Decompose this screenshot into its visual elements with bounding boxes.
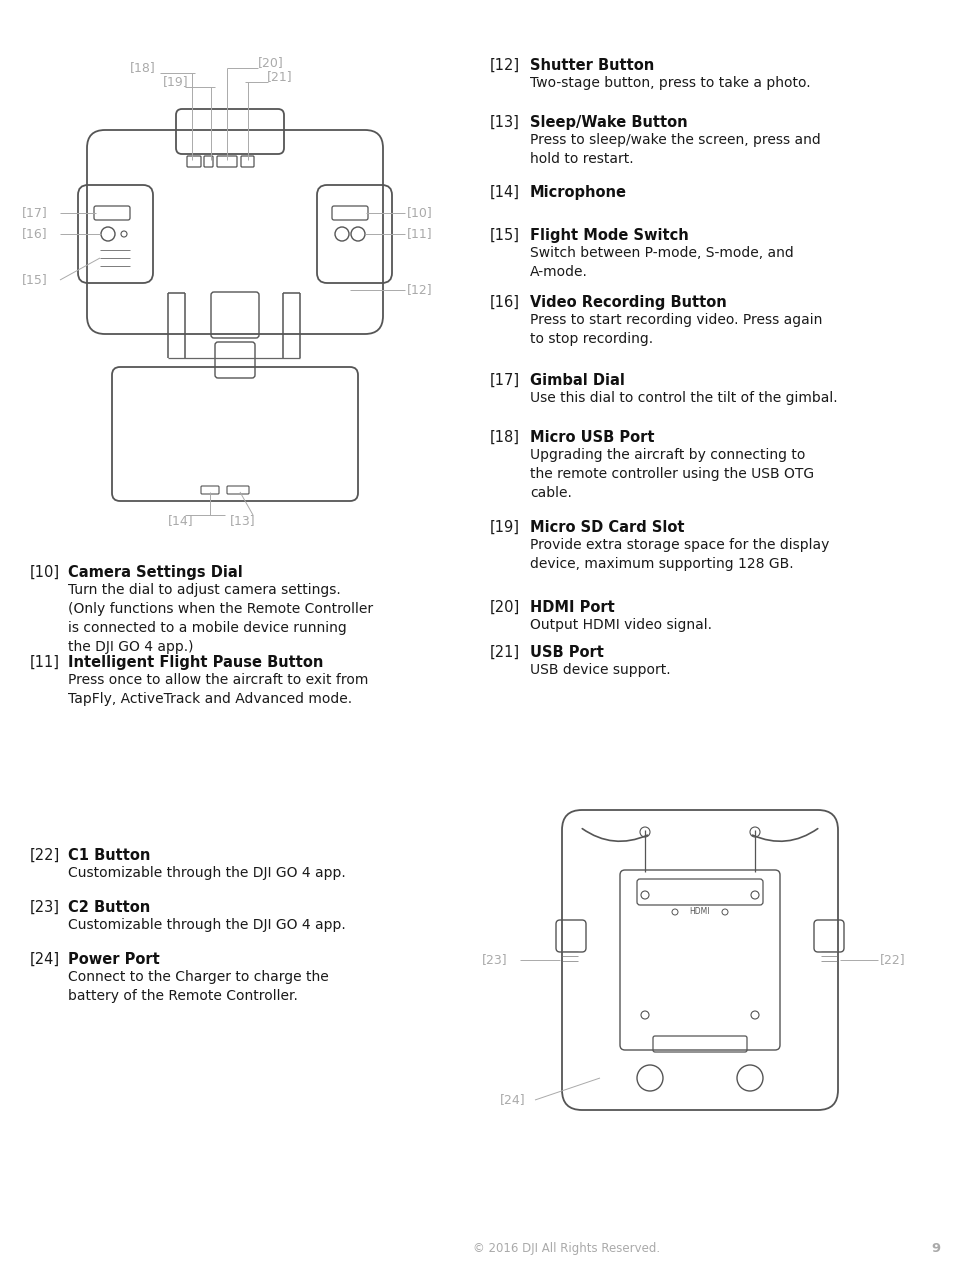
Text: [12]: [12] [407, 283, 433, 297]
Text: [11]: [11] [30, 655, 60, 669]
Text: [18]: [18] [130, 61, 156, 74]
Text: Connect to the Charger to charge the
battery of the Remote Controller.: Connect to the Charger to charge the bat… [68, 970, 328, 1004]
Text: Flight Mode Switch: Flight Mode Switch [530, 228, 688, 243]
Text: [14]: [14] [168, 515, 194, 527]
Text: Shutter Button: Shutter Button [530, 58, 655, 73]
Text: Press to start recording video. Press again
to stop recording.: Press to start recording video. Press ag… [530, 314, 823, 346]
Text: HDMI Port: HDMI Port [530, 600, 614, 614]
FancyBboxPatch shape [217, 156, 237, 166]
Text: [15]: [15] [490, 228, 520, 243]
Text: [17]: [17] [22, 206, 48, 219]
Text: [19]: [19] [490, 520, 520, 535]
Text: Output HDMI video signal.: Output HDMI video signal. [530, 618, 712, 632]
Text: Turn the dial to adjust camera settings.
(Only functions when the Remote Control: Turn the dial to adjust camera settings.… [68, 582, 373, 654]
Text: [20]: [20] [490, 600, 520, 614]
Text: C2 Button: C2 Button [68, 900, 151, 915]
Text: [14]: [14] [490, 186, 520, 200]
Text: Customizable through the DJI GO 4 app.: Customizable through the DJI GO 4 app. [68, 867, 346, 881]
Text: Intelligent Flight Pause Button: Intelligent Flight Pause Button [68, 655, 324, 669]
Text: Gimbal Dial: Gimbal Dial [530, 372, 625, 388]
Text: [20]: [20] [258, 56, 284, 69]
Text: [13]: [13] [230, 515, 255, 527]
Text: Use this dial to control the tilt of the gimbal.: Use this dial to control the tilt of the… [530, 390, 838, 404]
Text: Provide extra storage space for the display
device, maximum supporting 128 GB.: Provide extra storage space for the disp… [530, 538, 829, 571]
Text: Micro USB Port: Micro USB Port [530, 430, 655, 445]
Text: [18]: [18] [490, 430, 520, 445]
Text: USB Port: USB Port [530, 645, 604, 660]
Text: Customizable through the DJI GO 4 app.: Customizable through the DJI GO 4 app. [68, 918, 346, 932]
Text: 9: 9 [931, 1242, 940, 1254]
Text: Camera Settings Dial: Camera Settings Dial [68, 564, 243, 580]
FancyBboxPatch shape [204, 156, 213, 166]
Text: [21]: [21] [490, 645, 520, 660]
FancyBboxPatch shape [187, 156, 201, 166]
Text: Press to sleep/wake the screen, press and
hold to restart.: Press to sleep/wake the screen, press an… [530, 133, 821, 166]
Text: HDMI: HDMI [689, 908, 710, 916]
Text: Microphone: Microphone [530, 186, 627, 200]
Text: Power Port: Power Port [68, 952, 159, 966]
Text: [11]: [11] [407, 228, 433, 241]
Text: [23]: [23] [30, 900, 60, 915]
Text: Micro SD Card Slot: Micro SD Card Slot [530, 520, 684, 535]
Text: Sleep/Wake Button: Sleep/Wake Button [530, 115, 687, 131]
Text: [15]: [15] [22, 274, 48, 287]
Text: [13]: [13] [490, 115, 520, 131]
Text: [22]: [22] [880, 954, 905, 966]
Text: Press once to allow the aircraft to exit from
TapFly, ActiveTrack and Advanced m: Press once to allow the aircraft to exit… [68, 673, 369, 707]
Text: [22]: [22] [30, 847, 60, 863]
Text: [10]: [10] [30, 564, 60, 580]
Text: [12]: [12] [490, 58, 520, 73]
Text: Switch between P-mode, S-mode, and
A-mode.: Switch between P-mode, S-mode, and A-mod… [530, 246, 794, 279]
Text: [23]: [23] [482, 954, 508, 966]
Text: Two-stage button, press to take a photo.: Two-stage button, press to take a photo. [530, 76, 810, 90]
Text: Video Recording Button: Video Recording Button [530, 294, 727, 310]
Text: USB device support.: USB device support. [530, 663, 671, 677]
Text: [24]: [24] [30, 952, 60, 966]
Text: [16]: [16] [22, 228, 48, 241]
Text: C1 Button: C1 Button [68, 847, 151, 863]
Text: [16]: [16] [490, 294, 520, 310]
FancyBboxPatch shape [241, 156, 254, 166]
Text: [19]: [19] [163, 76, 188, 88]
Text: Upgrading the aircraft by connecting to
the remote controller using the USB OTG
: Upgrading the aircraft by connecting to … [530, 448, 814, 500]
Text: © 2016 DJI All Rights Reserved.: © 2016 DJI All Rights Reserved. [473, 1242, 660, 1254]
Text: [17]: [17] [490, 372, 520, 388]
Text: [24]: [24] [500, 1093, 526, 1106]
Text: [10]: [10] [407, 206, 433, 219]
Text: [21]: [21] [267, 70, 293, 83]
